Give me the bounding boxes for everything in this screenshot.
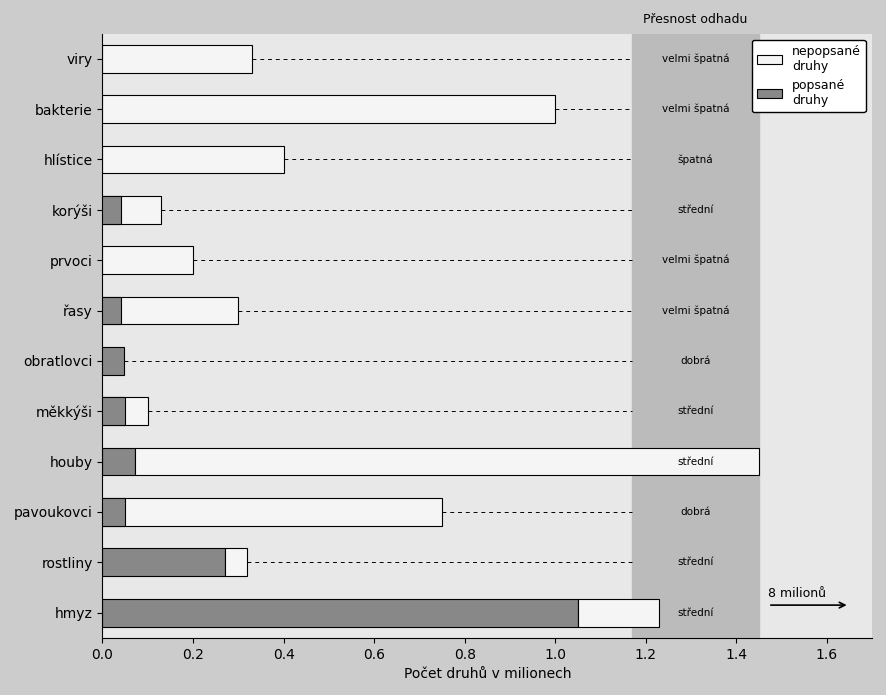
X-axis label: Počet druhů v milionech: Počet druhů v milionech [403,667,571,681]
Bar [578,599,659,626]
Bar [103,398,125,425]
Text: velmi špatná: velmi špatná [662,54,729,64]
Bar [103,45,252,72]
Bar [103,347,124,375]
Bar [103,297,120,325]
Bar [103,448,135,475]
Bar [225,548,247,576]
Bar [103,498,125,526]
Text: střední: střední [678,557,714,567]
Text: velmi špatná: velmi špatná [662,104,729,115]
Text: střední: střední [678,407,714,416]
Bar [103,398,148,425]
Bar [103,196,161,224]
Legend: nepopsané
druhy, popsané
druhy: nepopsané druhy, popsané druhy [752,40,866,112]
Bar [103,548,225,576]
Bar [103,297,238,325]
Bar [103,196,120,224]
Text: velmi špatná: velmi špatná [662,255,729,265]
Bar [103,599,578,626]
Text: střední: střední [678,205,714,215]
Text: špatná: špatná [678,154,713,165]
Bar [135,448,759,475]
Bar [633,33,759,638]
Text: střední: střední [678,607,714,618]
Text: střední: střední [678,457,714,466]
Bar [103,246,193,274]
Text: velmi špatná: velmi špatná [662,305,729,316]
Bar [103,146,284,173]
Text: dobrá: dobrá [680,507,711,517]
Bar [103,95,556,123]
Text: 8 milionů: 8 milionů [768,587,826,600]
Bar [103,498,442,526]
Text: dobrá: dobrá [680,356,711,366]
Text: Přesnost odhadu: Přesnost odhadu [643,13,748,26]
